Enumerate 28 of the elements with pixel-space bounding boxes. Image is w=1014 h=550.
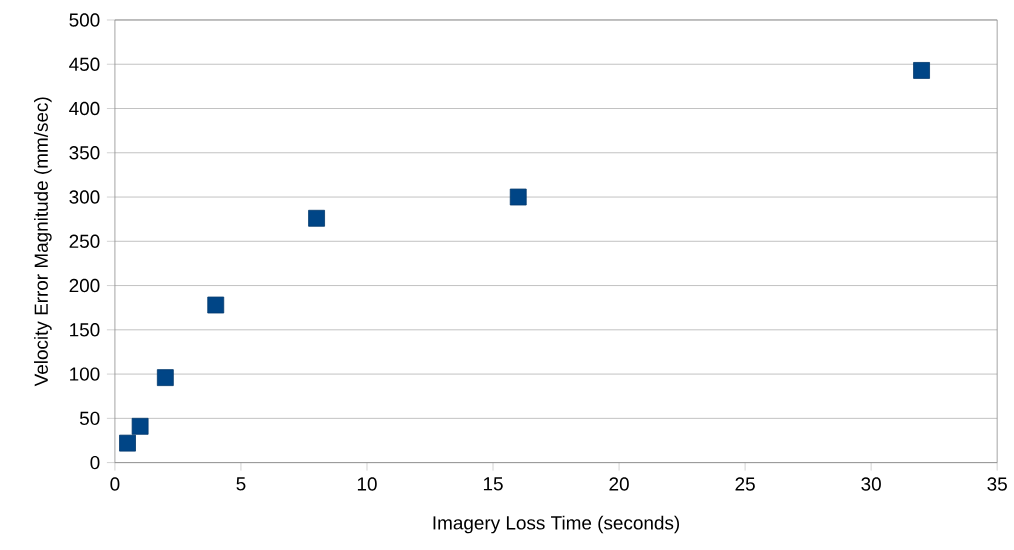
point	[119, 434, 136, 452]
y-tick-label: 250	[69, 234, 100, 249]
y-tick-label: 200	[69, 279, 100, 293]
y-tick-label: 450	[69, 57, 100, 72]
y-axis-title: Velocity Error Magnitude (mm/sec)	[34, 97, 52, 387]
x-tick-label: 15	[483, 477, 503, 491]
y-tick-label: 0	[90, 456, 100, 470]
y-tick-label: 500	[69, 13, 100, 27]
x-axis-title: Imagery Loss Time (seconds)	[433, 515, 680, 534]
y-tick-label: 350	[69, 146, 100, 160]
x-tick-label: 35	[987, 477, 1007, 491]
point	[308, 210, 325, 227]
y-tick-label: 100	[70, 367, 100, 382]
x-tick-label: 30	[861, 477, 881, 491]
x-tick-label: 5	[236, 477, 246, 491]
x-tick-label: 20	[609, 477, 629, 491]
y-tick-label: 400	[69, 102, 100, 116]
point	[207, 296, 225, 314]
y-tick-label: 150	[70, 323, 100, 337]
point	[156, 369, 174, 387]
x-tick-label: 0	[110, 477, 120, 491]
y-tick-label: 300	[69, 190, 100, 204]
y-tick-label: 50	[79, 411, 100, 426]
x-tick-label: 25	[735, 477, 755, 491]
point	[131, 418, 149, 435]
x-tick-label: 10	[357, 477, 377, 491]
point	[913, 62, 930, 80]
point	[509, 188, 527, 206]
